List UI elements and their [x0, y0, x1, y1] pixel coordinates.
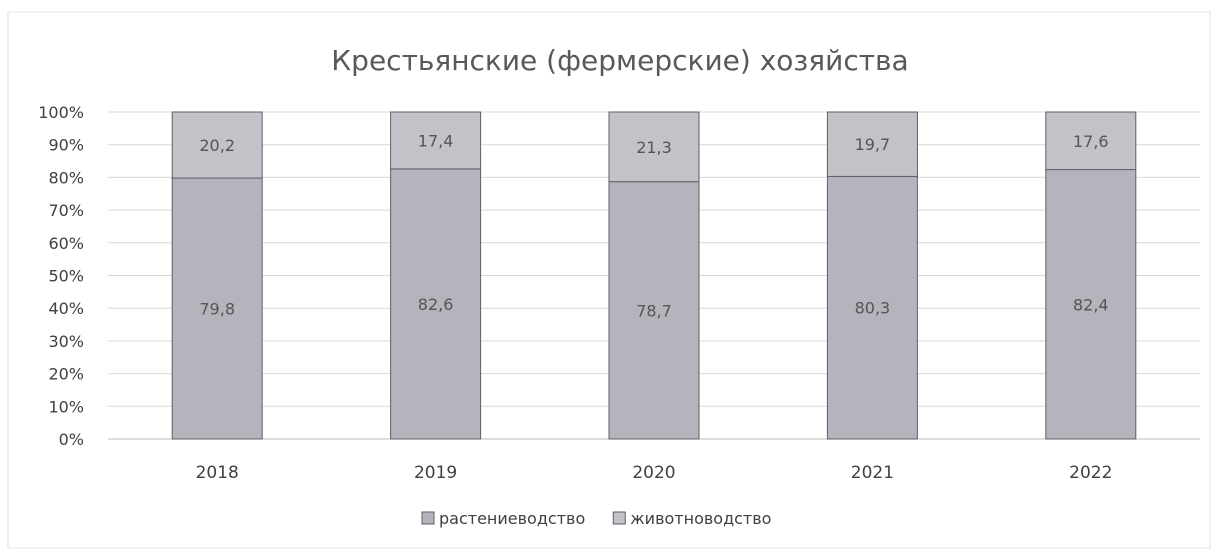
legend: растениеводство животноводство — [421, 509, 771, 528]
bar-segment — [1045, 111, 1137, 171]
data-label: 80,3 — [855, 299, 891, 318]
bar-segment — [826, 111, 918, 177]
y-tick-label: 40% — [48, 299, 84, 318]
y-tick-label: 60% — [48, 234, 84, 253]
data-label: 78,7 — [636, 301, 672, 320]
y-tick-label: 50% — [48, 267, 84, 286]
y-tick-label: 20% — [48, 365, 84, 384]
legend-label: растениеводство — [439, 509, 585, 528]
legend-swatch — [421, 511, 435, 525]
y-tick-label: 80% — [48, 168, 84, 187]
data-label: 21,3 — [636, 138, 672, 157]
bar-segment — [171, 111, 263, 179]
y-tick-label: 90% — [48, 136, 84, 155]
y-axis-ticks: 0% 10% 20% 30% 40% 50% 60% 70% 80% 90% 100% — [38, 103, 84, 449]
data-label: 82,4 — [1073, 295, 1109, 314]
chart-title: Крестьянские (фермерские) хозяйства — [331, 44, 908, 77]
y-tick-label: 70% — [48, 201, 84, 220]
data-label: 17,6 — [1073, 132, 1109, 151]
x-axis-ticks: 2018 2019 2020 2021 2022 — [196, 463, 1113, 483]
y-tick-label: 30% — [48, 332, 84, 351]
y-tick-label: 0% — [59, 430, 84, 449]
data-label: 79,8 — [199, 300, 235, 319]
bar-segment — [390, 111, 482, 170]
y-tick-label: 10% — [48, 397, 84, 416]
x-tick-label: 2019 — [414, 463, 457, 483]
bar-segment — [171, 177, 263, 440]
x-tick-label: 2018 — [196, 463, 239, 483]
bar-segment — [608, 181, 700, 440]
legend-label: животноводство — [630, 509, 771, 528]
legend-swatch — [612, 511, 626, 525]
y-tick-label: 100% — [38, 103, 84, 122]
bar-segment — [390, 168, 482, 440]
data-label: 19,7 — [855, 135, 891, 154]
chart-border — [7, 11, 1211, 549]
bar-segment — [826, 175, 918, 440]
x-tick-label: 2020 — [632, 463, 675, 483]
x-tick-label: 2021 — [851, 463, 894, 483]
data-label: 82,6 — [418, 295, 454, 314]
bar-segment — [1045, 169, 1137, 440]
bar-segment — [608, 111, 700, 183]
bars: 79,8 20,2 82,6 17,4 78,7 21,3 80,3 19,7 82,4 17,6 — [171, 111, 1137, 440]
data-label: 20,2 — [199, 136, 235, 155]
data-label: 17,4 — [418, 131, 454, 150]
x-tick-label: 2022 — [1069, 463, 1112, 483]
